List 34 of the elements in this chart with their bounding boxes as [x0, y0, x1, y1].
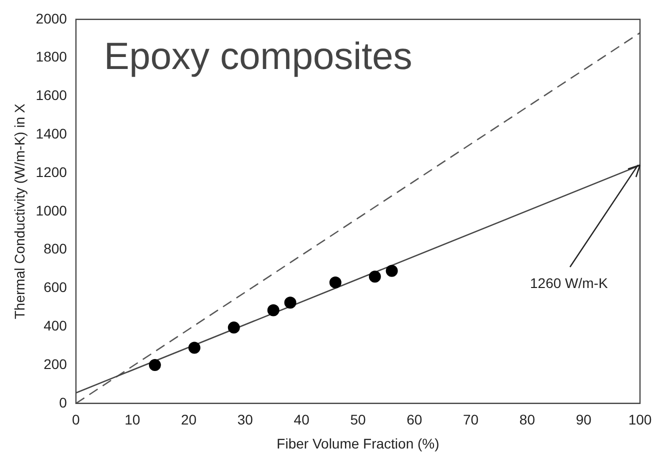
x-tick-label: 80: [519, 412, 536, 428]
point: [386, 264, 398, 277]
x-tick-label: 40: [294, 412, 310, 428]
point: [368, 270, 381, 283]
x-axis-title: Fiber Volume Fraction (%): [276, 435, 440, 452]
y-axis-title: Thermal Conductivity (W/m-K) in X: [11, 103, 28, 320]
x-tick-label: 0: [72, 412, 80, 428]
y-tick-label: 1000: [36, 202, 68, 218]
x-tick-label: 60: [406, 412, 422, 428]
y-tick-label: 1200: [36, 164, 68, 180]
y-tick-label: 0: [59, 394, 68, 410]
y-tick-label: 1400: [36, 125, 68, 142]
x-tick-label: 100: [628, 412, 652, 428]
y-tick-label: 1800: [36, 48, 68, 65]
y-tick-label: 600: [44, 279, 68, 296]
y-tick-label: 800: [44, 240, 68, 257]
y-tick-label: 200: [44, 356, 68, 372]
point: [228, 322, 240, 334]
x-tick-label: 10: [124, 412, 140, 428]
annotation: 1260 W/m-K: [530, 275, 608, 292]
y-tick-label: 1600: [36, 87, 68, 104]
point: [329, 276, 342, 288]
x-tick-label: 30: [237, 412, 254, 428]
x-tick-label: 70: [462, 412, 479, 428]
x-tick-label: 50: [350, 412, 366, 428]
x-tick-label: 90: [576, 412, 592, 428]
point: [267, 304, 280, 316]
chart-title: Epoxy composites: [104, 36, 412, 78]
point: [148, 359, 161, 371]
y-tick-label: 400: [44, 317, 68, 334]
point: [188, 342, 200, 354]
x-tick-label: 20: [180, 412, 197, 428]
y-tick-label: 2000: [36, 10, 68, 26]
point: [284, 296, 296, 309]
